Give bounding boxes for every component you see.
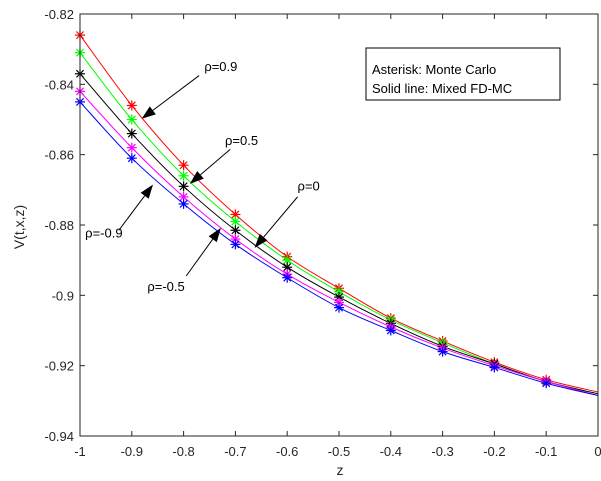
asterisk-marker-0-1 <box>126 100 137 111</box>
asterisk-stroke <box>438 347 447 356</box>
x-axis-label: z <box>337 462 344 478</box>
asterisk-marker-0-2 <box>178 160 189 171</box>
annotation-arrow-head-4 <box>208 227 221 243</box>
annotation-arrow-head-1 <box>189 170 204 184</box>
asterisk-stroke <box>231 210 240 219</box>
x-tick-label: -0.5 <box>328 444 350 459</box>
x-tick-label: -1 <box>74 444 86 459</box>
annotation-layer: ρ=0.9 ρ=0.5 ρ=0 ρ=-0.9 ρ=-0.5 <box>85 59 320 294</box>
asterisk-stroke <box>231 217 240 226</box>
asterisk-stroke <box>386 326 395 335</box>
annotation-label-3: ρ=-0.9 <box>85 226 122 241</box>
annotation-arrow-shaft-1 <box>200 149 231 176</box>
annotation-arrow-shaft-2 <box>263 196 298 238</box>
annotation-arrow-shaft-3 <box>118 195 146 231</box>
asterisk-stroke <box>283 273 292 282</box>
y-tick-label: -0.82 <box>44 7 74 22</box>
x-tick-label: -0.1 <box>535 444 557 459</box>
y-tick-label: -0.9 <box>52 288 74 303</box>
asterisk-marker-4-2 <box>178 198 189 209</box>
y-tick-label: -0.92 <box>44 359 74 374</box>
asterisk-stroke <box>542 379 551 388</box>
annotation-arrow-head-3 <box>140 184 154 199</box>
asterisk-stroke <box>127 154 136 163</box>
asterisk-marker-4-9 <box>541 378 552 389</box>
asterisk-stroke <box>127 129 136 138</box>
asterisk-stroke <box>334 303 344 312</box>
x-tick-label: -0.7 <box>224 444 246 459</box>
annotation-arrow-head-0 <box>141 106 156 119</box>
marker-layer <box>75 30 552 389</box>
asterisk-stroke <box>179 182 188 191</box>
asterisk-marker-2-1 <box>126 128 137 139</box>
asterisk-marker-2-3 <box>230 225 241 236</box>
asterisk-marker-3-1 <box>126 142 137 153</box>
annotation-arrow-shaft-4 <box>185 238 214 277</box>
asterisk-marker-1-1 <box>126 114 137 125</box>
asterisk-stroke <box>179 171 188 180</box>
legend-frame <box>365 47 561 101</box>
series-line-0 <box>79 34 599 393</box>
asterisk-stroke <box>179 192 188 201</box>
asterisk-stroke <box>179 199 188 208</box>
x-tick-label: -0.3 <box>431 444 453 459</box>
asterisk-marker-4-5 <box>334 302 344 313</box>
annotation-arrow-head-2 <box>254 233 268 248</box>
asterisk-marker-1-3 <box>230 216 241 227</box>
y-tick-label: -0.88 <box>44 218 74 233</box>
asterisk-stroke <box>490 363 499 372</box>
asterisk-marker-1-4 <box>282 255 293 266</box>
asterisk-stroke <box>231 226 240 235</box>
legend-entry-monte-carlo: Asterisk: Monte Carlo <box>372 62 496 77</box>
annotation-label-0: ρ=0.9 <box>204 59 237 74</box>
y-axis-label: V(t,x,z) <box>11 205 27 249</box>
asterisk-marker-4-6 <box>385 325 396 336</box>
axis-layer: -1 -0.9 -0.8 -0.7 -0.6 -0.5 -0.4 -0.3 -0.2 -0.1 0 -… <box>44 7 601 459</box>
annotation-label-4: ρ=-0.5 <box>147 279 184 294</box>
x-tick-label: -0.4 <box>380 444 402 459</box>
y-tick-label: -0.84 <box>44 77 74 92</box>
x-tick-label: -0.8 <box>172 444 194 459</box>
asterisk-marker-2-2 <box>178 181 189 192</box>
asterisk-stroke <box>179 161 188 170</box>
asterisk-stroke <box>283 256 292 265</box>
legend-box: Asterisk: Monte Carlo Solid line: Mixed … <box>365 47 561 101</box>
x-tick-label: -0.9 <box>121 444 143 459</box>
annotation-label-2: ρ=0 <box>298 179 320 194</box>
x-tick-label: -0.6 <box>276 444 298 459</box>
y-tick-label: -0.94 <box>44 429 74 444</box>
x-tick-label: 0 <box>594 444 601 459</box>
annotation-arrow-shaft-0 <box>152 75 200 111</box>
asterisk-stroke <box>127 101 136 110</box>
asterisk-stroke <box>283 263 292 272</box>
asterisk-marker-4-7 <box>437 346 448 357</box>
asterisk-marker-4-8 <box>489 362 500 373</box>
x-tick-label: -0.2 <box>483 444 505 459</box>
asterisk-marker-4-3 <box>230 239 241 250</box>
asterisk-marker-4-4 <box>282 272 293 283</box>
asterisk-marker-4-1 <box>126 153 137 164</box>
asterisk-stroke <box>127 115 136 124</box>
asterisk-stroke <box>127 143 136 152</box>
asterisk-marker-1-2 <box>178 170 189 181</box>
y-tick-label: -0.86 <box>44 148 74 163</box>
legend-entry-mixed-fd-mc: Solid line: Mixed FD-MC <box>372 81 512 96</box>
annotation-label-1: ρ=0.5 <box>225 133 258 148</box>
asterisk-stroke <box>231 240 240 249</box>
